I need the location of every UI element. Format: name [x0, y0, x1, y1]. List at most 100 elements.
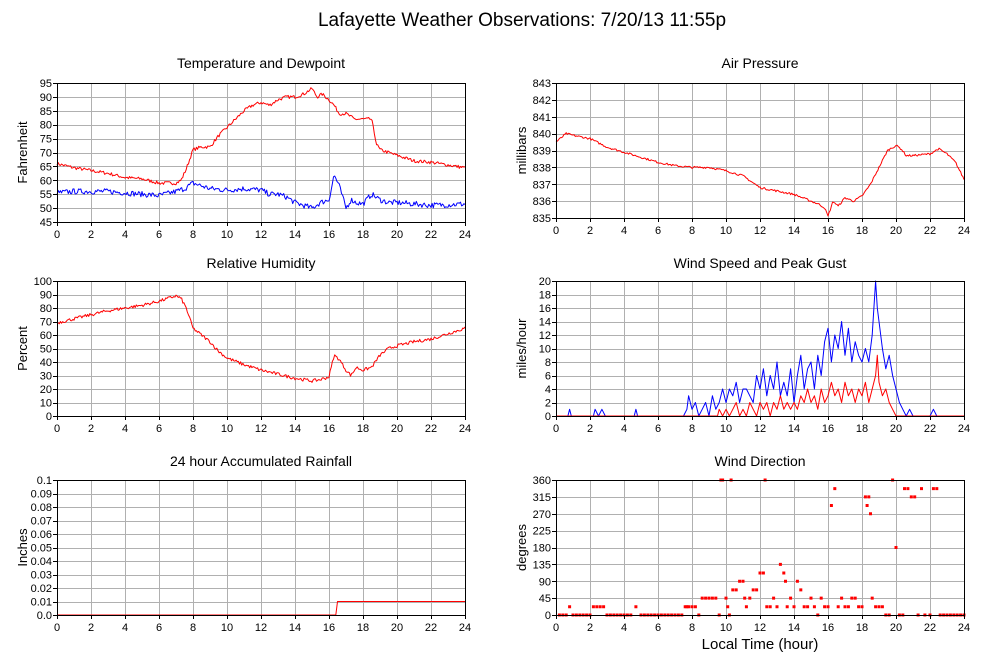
- y-tick-label: 835: [533, 213, 551, 225]
- x-tick-label: 14: [788, 423, 800, 435]
- data-point: [634, 605, 638, 609]
- y-tick-label: 6: [545, 371, 551, 383]
- y-tick-label: 842: [533, 95, 551, 107]
- x-tick-label: 16: [822, 622, 834, 634]
- x-tick-label: 20: [391, 423, 403, 435]
- x-tick-label: 6: [156, 423, 162, 435]
- data-point: [704, 596, 708, 600]
- y-tick-label: 0.06: [31, 529, 52, 541]
- data-point: [785, 605, 789, 609]
- data-point: [731, 588, 735, 592]
- data-point: [860, 605, 864, 609]
- x-tick-label: 8: [190, 622, 196, 634]
- x-tick-label: 4: [122, 423, 128, 435]
- y-tick-label: 70: [40, 148, 52, 160]
- x-tick-label: 20: [890, 622, 902, 634]
- data-point: [685, 605, 689, 609]
- y-tick-label: 12: [539, 330, 551, 342]
- data-point: [775, 605, 779, 609]
- x-tick-label: 2: [587, 225, 593, 237]
- data-point: [591, 605, 595, 609]
- y-axis-label: Inches: [15, 528, 30, 567]
- data-point: [744, 605, 748, 609]
- data-point: [853, 596, 857, 600]
- x-tick-label: 22: [425, 229, 437, 241]
- data-point: [833, 487, 837, 491]
- data-point: [690, 605, 694, 609]
- x-tick-label: 14: [289, 229, 301, 241]
- data-point: [846, 605, 850, 609]
- y-tick-label: 0.09: [31, 489, 52, 501]
- data-point: [826, 605, 830, 609]
- y-tick-label: 0.1: [37, 475, 52, 487]
- data-point: [755, 588, 759, 592]
- y-tick-label: 0.08: [31, 502, 52, 514]
- x-tick-label: 22: [924, 622, 936, 634]
- data-point: [792, 605, 796, 609]
- data-point: [568, 605, 572, 609]
- chart-title: Temperature and Dewpoint: [177, 55, 345, 71]
- x-tick-label: 0: [54, 622, 60, 634]
- y-tick-label: 841: [533, 112, 551, 124]
- y-tick-label: 40: [40, 357, 52, 369]
- x-tick-label: 8: [190, 423, 196, 435]
- data-point: [865, 504, 869, 507]
- data-point: [903, 487, 906, 491]
- x-tick-label: 0: [553, 225, 559, 237]
- x-tick-label: 16: [822, 423, 834, 435]
- data-point: [870, 596, 874, 600]
- y-tick-label: 70: [40, 317, 52, 329]
- data-point: [778, 562, 782, 566]
- y-tick-label: 360: [533, 475, 551, 487]
- x-tick-label: 10: [720, 423, 732, 435]
- x-tick-label: 2: [88, 423, 94, 435]
- y-tick-label: 0: [545, 411, 551, 423]
- chart-title: Wind Speed and Peak Gust: [674, 255, 847, 271]
- data-point: [710, 596, 714, 600]
- data-point: [738, 579, 742, 583]
- y-tick-label: 270: [533, 509, 551, 521]
- data-point: [869, 512, 872, 516]
- data-point: [913, 495, 917, 499]
- data-point: [931, 487, 935, 491]
- data-point: [683, 605, 687, 609]
- y-tick-label: 0: [46, 411, 52, 423]
- y-tick-label: 65: [40, 161, 52, 173]
- x-axis-label: Local Time (hour): [702, 636, 819, 653]
- x-tick-label: 14: [788, 225, 800, 237]
- y-tick-label: 45: [40, 217, 52, 229]
- y-tick-label: 60: [40, 330, 52, 342]
- x-tick-label: 2: [587, 622, 593, 634]
- x-tick-label: 24: [459, 229, 471, 241]
- data-point: [823, 605, 827, 609]
- chart-title: Relative Humidity: [207, 255, 316, 271]
- data-point: [782, 571, 786, 575]
- y-tick-label: 837: [533, 179, 551, 191]
- data-point: [906, 487, 910, 491]
- y-tick-label: 10: [40, 398, 52, 410]
- data-point: [909, 495, 913, 499]
- data-point: [880, 605, 884, 609]
- data-point: [806, 605, 810, 609]
- y-tick-label: 80: [40, 120, 52, 132]
- data-point: [743, 596, 747, 600]
- data-point: [784, 579, 787, 583]
- data-point: [877, 605, 881, 609]
- data-point: [761, 571, 765, 575]
- x-tick-label: 0: [54, 423, 60, 435]
- y-tick-label: 838: [533, 162, 551, 174]
- page-title: Lafayette Weather Observations: 7/20/13 …: [318, 10, 726, 31]
- x-tick-label: 6: [156, 229, 162, 241]
- data-point: [714, 596, 718, 600]
- x-tick-label: 4: [122, 229, 128, 241]
- x-tick-label: 6: [655, 225, 661, 237]
- data-point: [789, 596, 793, 600]
- x-tick-label: 16: [323, 423, 335, 435]
- x-tick-label: 20: [391, 622, 403, 634]
- x-tick-label: 10: [221, 622, 233, 634]
- data-point: [795, 579, 799, 583]
